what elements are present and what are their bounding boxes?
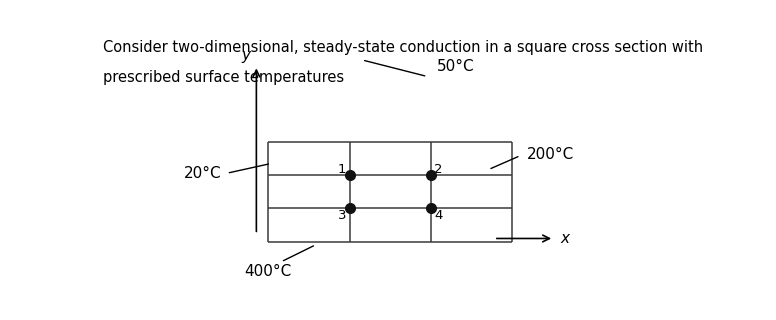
Text: 20°C: 20°C (184, 166, 222, 181)
Text: prescribed surface temperatures: prescribed surface temperatures (103, 70, 344, 85)
Text: 1: 1 (338, 163, 346, 176)
Text: 2: 2 (435, 163, 443, 176)
Text: y: y (241, 48, 251, 63)
Text: 3: 3 (338, 209, 346, 222)
Text: 400°C: 400°C (244, 264, 292, 279)
Text: 50°C: 50°C (437, 59, 474, 74)
Text: 200°C: 200°C (527, 147, 574, 162)
Text: x: x (560, 231, 569, 246)
Text: 4: 4 (435, 209, 443, 222)
Text: Consider two-dimensional, steady-state conduction in a square cross section with: Consider two-dimensional, steady-state c… (103, 40, 703, 55)
